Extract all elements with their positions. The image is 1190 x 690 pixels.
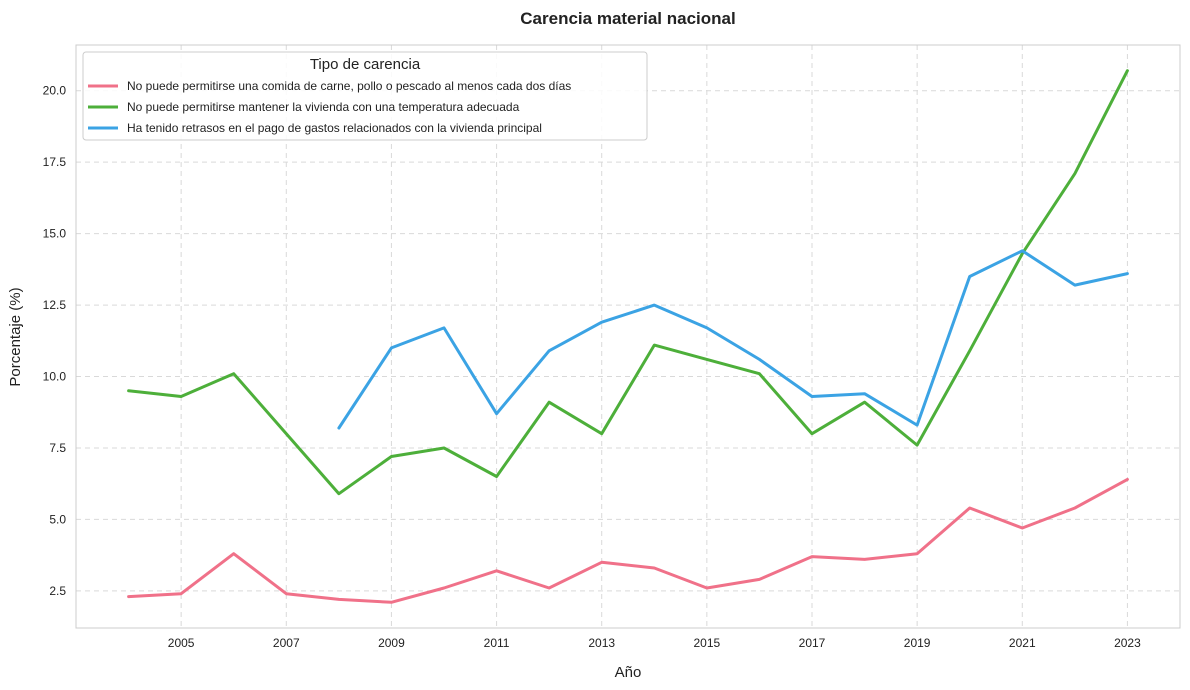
x-tick-label: 2007 <box>273 636 300 650</box>
y-tick-label: 20.0 <box>43 84 67 98</box>
series-lines <box>127 69 1129 604</box>
legend-label: No puede permitirse una comida de carne,… <box>127 79 571 93</box>
x-tick-label: 2015 <box>694 636 721 650</box>
y-axis: 2.5 5.0 7.5 10.0 12.5 15.0 17.5 20.0 <box>43 84 67 598</box>
y-tick-label: 7.5 <box>49 441 66 455</box>
legend: Tipo de carencia No puede permitirse una… <box>82 51 648 141</box>
legend-items: No puede permitirse una comida de carne,… <box>88 79 571 135</box>
y-tick-label: 17.5 <box>43 155 67 169</box>
x-axis: 2005 2007 2009 2011 2013 2015 2017 2019 2021 2023 <box>168 636 1141 650</box>
y-tick-label: 10.0 <box>43 370 67 384</box>
y-tick-label: 12.5 <box>43 298 67 312</box>
legend-label: Ha tenido retrasos en el pago de gastos … <box>127 121 542 135</box>
series-line-1 <box>127 477 1129 604</box>
chart-title: Carencia material nacional <box>520 9 735 28</box>
x-tick-label: 2013 <box>588 636 615 650</box>
series-line-3 <box>337 249 1129 430</box>
legend-title: Tipo de carencia <box>310 56 421 73</box>
y-tick-label: 15.0 <box>43 227 67 241</box>
x-tick-label: 2011 <box>484 636 510 650</box>
y-tick-label: 2.5 <box>49 584 66 598</box>
x-tick-label: 2023 <box>1114 636 1141 650</box>
x-tick-label: 2021 <box>1009 636 1036 650</box>
plot-area <box>75 44 1181 629</box>
x-tick-label: 2005 <box>168 636 195 650</box>
legend-label: No puede permitirse mantener la vivienda… <box>127 100 520 114</box>
x-tick-label: 2009 <box>378 636 405 650</box>
x-axis-title: Año <box>615 664 642 681</box>
legend-box <box>82 51 648 141</box>
x-tick-label: 2017 <box>799 636 826 650</box>
series-line-2 <box>127 69 1129 496</box>
y-tick-label: 5.0 <box>49 512 66 526</box>
y-axis-title: Porcentaje (%) <box>7 287 24 386</box>
x-tick-label: 2019 <box>904 636 931 650</box>
